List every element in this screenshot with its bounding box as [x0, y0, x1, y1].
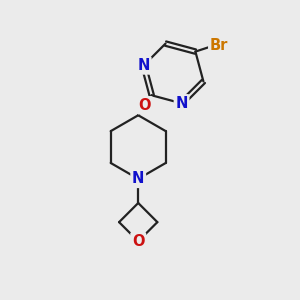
Text: N: N [132, 171, 144, 186]
Text: Br: Br [210, 38, 228, 52]
Text: N: N [137, 58, 150, 73]
Text: O: O [132, 234, 145, 249]
Text: O: O [139, 98, 151, 113]
Text: N: N [176, 96, 188, 111]
